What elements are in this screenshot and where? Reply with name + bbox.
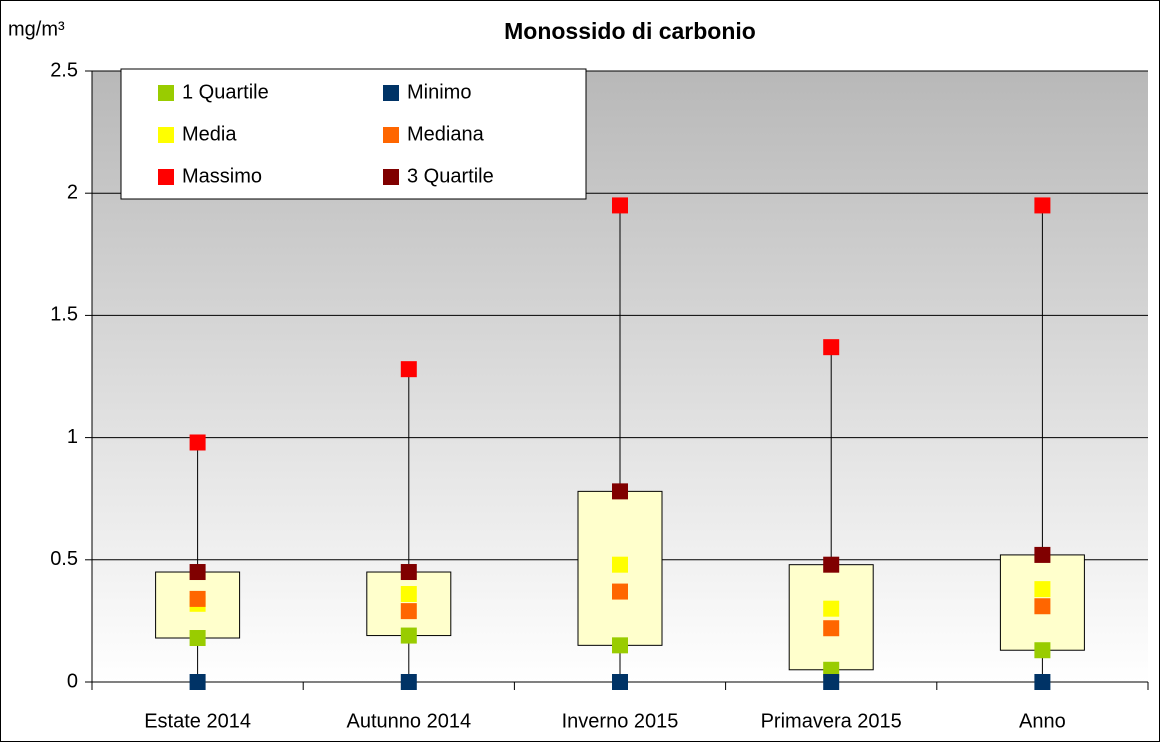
legend-swatch: [158, 85, 174, 101]
plot: 0 0.5 1 1.5 2 2.5 Estate 2014 Autunno 2014 Inver…: [50, 59, 1149, 732]
marker: [823, 674, 840, 690]
y-tick-label: 1: [67, 426, 78, 448]
x-tick-label: Inverno 2015: [562, 710, 679, 732]
marker: [400, 361, 417, 378]
marker: [1034, 642, 1051, 659]
legend-swatch: [383, 127, 399, 143]
marker: [400, 603, 417, 620]
marker: [612, 637, 628, 654]
y-tick-label: 0.5: [50, 548, 78, 570]
legend-label: Mediana: [407, 123, 485, 145]
marker: [612, 583, 628, 600]
legend-label: 3 Quartile: [407, 165, 494, 187]
legend-box: [120, 68, 587, 200]
marker: [612, 483, 628, 500]
legend-label: Minimo: [407, 81, 471, 103]
marker: [1034, 674, 1051, 690]
marker: [823, 620, 840, 637]
marker: [1034, 581, 1051, 598]
chart-title: Monossido di carbonio: [504, 18, 756, 44]
marker: [612, 197, 628, 214]
marker: [189, 630, 206, 647]
marker: [823, 339, 840, 356]
legend-label: 1 Quartile: [182, 81, 269, 103]
y-tick-label: 2: [67, 181, 78, 203]
marker: [189, 434, 206, 451]
y-axis-label: mg/m³: [8, 18, 65, 40]
marker: [1034, 546, 1051, 563]
marker: [189, 564, 206, 581]
marker: [400, 586, 417, 603]
x-tick-label: Primavera 2015: [761, 710, 902, 732]
marker: [1034, 598, 1051, 615]
legend-label: Massimo: [182, 165, 262, 187]
marker: [400, 674, 417, 690]
legend-swatch: [158, 169, 174, 185]
marker: [189, 674, 206, 690]
x-tick-label: Autunno 2014: [347, 710, 472, 732]
marker: [823, 556, 840, 573]
x-tick-label: Estate 2014: [144, 710, 251, 732]
marker: [612, 674, 628, 690]
legend-label: Media: [182, 123, 237, 145]
legend-swatch: [158, 127, 174, 143]
y-tick-label: 1.5: [50, 304, 78, 326]
legend-swatch: [383, 169, 399, 185]
marker: [189, 590, 206, 607]
x-tick-label: Anno: [1019, 710, 1066, 732]
marker: [823, 661, 840, 678]
box: [788, 564, 874, 671]
y-tick-label: 2.5: [50, 59, 78, 81]
y-tick-label: 0: [67, 670, 78, 692]
legend-swatch: [383, 85, 399, 101]
marker: [612, 556, 628, 573]
marker: [400, 564, 417, 581]
marker: [823, 600, 840, 617]
marker: [400, 627, 417, 644]
marker: [1034, 197, 1051, 214]
